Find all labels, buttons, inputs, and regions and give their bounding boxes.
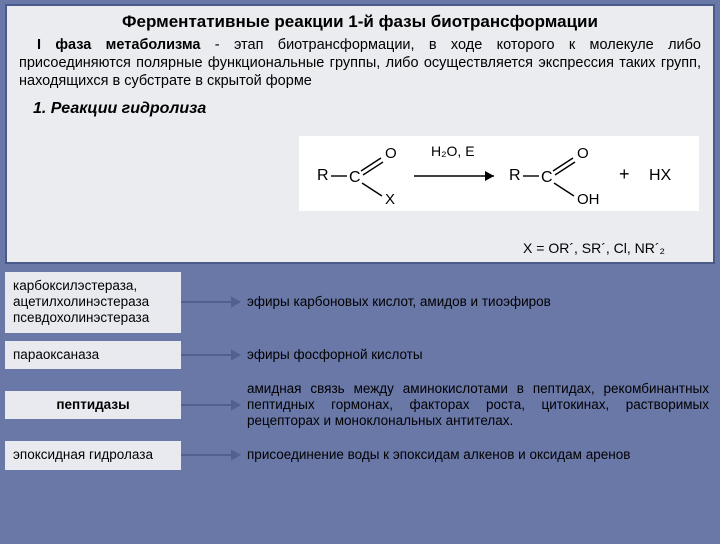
svg-text:R: R — [509, 167, 521, 184]
substrate-cell: присоединение воды к эпоксидам алкенов и… — [241, 443, 715, 467]
table-row: пептидазы амидная связь между аминокисло… — [5, 377, 715, 434]
substrate-cell: амидная связь между аминокислотами в пеп… — [241, 377, 715, 434]
svg-text:OH: OH — [577, 191, 600, 208]
svg-text:C: C — [541, 169, 553, 186]
svg-text:X: X — [385, 191, 395, 208]
enzyme-cell: пептидазы — [5, 391, 181, 419]
enzyme-cell: параоксаназа — [5, 341, 181, 369]
table-row: карбоксилэстераза, ацетилхолинэстераза п… — [5, 272, 715, 333]
reaction-scheme: R C O X H₂O, E R C O OH + HX — [299, 136, 699, 211]
table-row: эпоксидная гидролаза присоединение воды … — [5, 441, 715, 469]
svg-text:H₂O, E: H₂O, E — [431, 143, 475, 159]
panel-title: Ферментативные реакции 1-й фазы биотранс… — [19, 12, 701, 32]
arrow-cell — [181, 397, 241, 413]
arrow-icon — [181, 447, 241, 463]
svg-text:O: O — [385, 145, 397, 162]
svg-text:O: O — [577, 145, 589, 162]
table-row: параоксаназа эфиры фосфорной кислоты — [5, 341, 715, 369]
arrow-icon — [181, 397, 241, 413]
reaction-svg: R C O X H₂O, E R C O OH + HX — [299, 136, 699, 211]
description-paragraph: I фаза метаболизма - этап биотрансформац… — [19, 36, 701, 90]
enzyme-cell: карбоксилэстераза, ацетилхолинэстераза п… — [5, 272, 181, 333]
x-definition: X = OR´, SR´, Cl, NR´₂ — [523, 240, 665, 256]
arrow-cell — [181, 294, 241, 310]
enzyme-table: карбоксилэстераза, ацетилхолинэстераза п… — [5, 272, 715, 470]
arrow-icon — [181, 347, 241, 363]
substrate-cell: эфиры карбоновых кислот, амидов и тиоэфи… — [241, 290, 715, 314]
main-panel: Ферментативные реакции 1-й фазы биотранс… — [5, 4, 715, 264]
arrow-icon — [181, 294, 241, 310]
substrate-cell: эфиры фосфорной кислоты — [241, 343, 715, 367]
arrow-cell — [181, 447, 241, 463]
section-heading: 1. Реакции гидролиза — [33, 100, 701, 118]
svg-text:C: C — [349, 169, 361, 186]
svg-text:R: R — [317, 167, 329, 184]
svg-text:+: + — [619, 164, 630, 184]
phase-label: I фаза метаболизма — [37, 37, 200, 53]
enzyme-cell: эпоксидная гидролаза — [5, 441, 181, 469]
arrow-cell — [181, 347, 241, 363]
svg-text:HX: HX — [649, 167, 672, 184]
